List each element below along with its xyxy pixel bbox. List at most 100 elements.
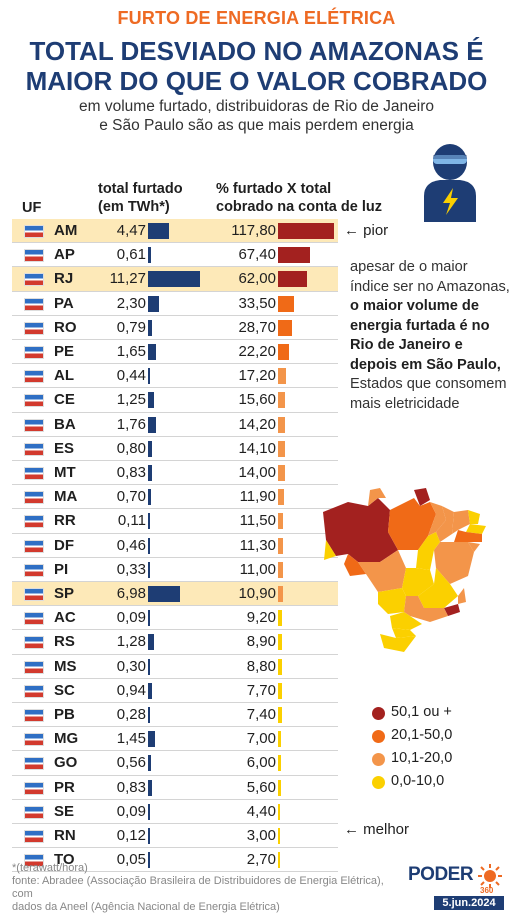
state-flag-icon bbox=[24, 733, 44, 747]
stolen-value-label: 0,33 bbox=[116, 560, 146, 578]
row-divider bbox=[12, 605, 338, 607]
stolen-bar bbox=[148, 634, 154, 651]
stolen-value-label: 0,70 bbox=[116, 488, 146, 506]
row-divider bbox=[12, 629, 338, 631]
table-row: RN 0,12 3,00 bbox=[12, 824, 338, 849]
state-code: MT bbox=[54, 464, 76, 481]
percent-bar bbox=[278, 247, 311, 264]
map-region-ac bbox=[324, 540, 336, 560]
table-row: MS 0,30 8,80 bbox=[12, 655, 338, 679]
row-divider bbox=[12, 435, 338, 437]
map-region-al bbox=[468, 542, 480, 552]
table-row: SE 0,09 4,40 bbox=[12, 800, 338, 824]
row-divider bbox=[12, 242, 338, 244]
percent-value-label: 14,20 bbox=[238, 415, 276, 433]
table-row: PE 1,65 22,20 bbox=[12, 340, 338, 365]
state-code: CE bbox=[54, 391, 75, 409]
state-flag-icon bbox=[24, 370, 44, 384]
headline-line-2: MAIOR DO QUE O VALOR COBRADO bbox=[25, 66, 488, 96]
poder360-logo: PODER 360 bbox=[408, 862, 508, 895]
row-divider bbox=[12, 847, 338, 849]
percent-bar bbox=[278, 561, 284, 578]
map-region-ap bbox=[414, 488, 430, 506]
state-code: SC bbox=[54, 681, 75, 699]
row-divider bbox=[12, 677, 338, 679]
table-row: AC 0,09 9,20 bbox=[12, 606, 338, 631]
percent-value-label: 5,60 bbox=[246, 778, 276, 796]
row-divider bbox=[12, 774, 338, 776]
table-row: PB 0,28 7,40 bbox=[12, 703, 338, 728]
paragraph-text-2: Estados que consomem mais eletricidade bbox=[350, 376, 507, 412]
state-flag-icon bbox=[24, 346, 44, 359]
row-divider bbox=[12, 556, 338, 558]
table-row: TO 0,05 2,70 bbox=[12, 848, 338, 873]
table-row: GO 0,56 6,00 bbox=[12, 751, 338, 776]
row-divider bbox=[12, 459, 338, 461]
stolen-bar bbox=[148, 513, 150, 530]
state-code: AM bbox=[54, 222, 78, 239]
state-flag-icon bbox=[24, 757, 44, 771]
stolen-bar bbox=[148, 610, 150, 627]
row-divider bbox=[12, 290, 338, 292]
column-header-percent-line-1: % furtado X total bbox=[216, 181, 332, 197]
percent-bar bbox=[278, 271, 308, 288]
legend-swatch bbox=[372, 707, 385, 720]
stolen-value-label: 1,45 bbox=[116, 730, 146, 748]
state-flag-icon bbox=[24, 830, 44, 843]
table-row: RJ 11,27 62,00 bbox=[12, 267, 338, 292]
state-code: RN bbox=[54, 827, 76, 844]
percent-bar bbox=[278, 223, 334, 239]
legend-swatch bbox=[372, 776, 385, 789]
state-flag-icon bbox=[24, 515, 44, 529]
table-row: MA 0,70 11,90 bbox=[12, 485, 338, 510]
map-region-pa bbox=[388, 498, 436, 550]
table-row: PI 0,33 11,00 bbox=[12, 558, 338, 582]
percent-bar bbox=[278, 295, 294, 312]
legend-label: 0,0-10,0 bbox=[391, 773, 445, 789]
stolen-bar bbox=[148, 319, 152, 336]
stolen-value-label: 0,09 bbox=[116, 609, 146, 627]
percent-value-label: 17,20 bbox=[238, 367, 276, 385]
row-divider bbox=[12, 532, 338, 534]
legend-label: 50,1 ou + bbox=[391, 704, 452, 720]
table-row: CE 1,25 15,60 bbox=[12, 388, 338, 413]
table-row: RO 0,79 28,70 bbox=[12, 316, 338, 340]
state-flag-icon bbox=[24, 297, 44, 311]
sun-icon bbox=[478, 864, 502, 888]
stolen-bar bbox=[148, 537, 151, 554]
paragraph-bold: o maior volume de energia furtada é no R… bbox=[350, 298, 501, 373]
percent-value-label: 33,50 bbox=[238, 294, 276, 312]
state-code: ES bbox=[54, 439, 75, 457]
row-divider bbox=[12, 580, 338, 582]
stolen-bar bbox=[148, 223, 169, 239]
state-code: BA bbox=[54, 415, 76, 433]
percent-bar bbox=[278, 803, 281, 820]
row-divider bbox=[12, 484, 338, 486]
stolen-value-label: 0,05 bbox=[116, 851, 146, 869]
percent-bar bbox=[278, 852, 280, 869]
stolen-value-label: 0,12 bbox=[116, 827, 146, 844]
stolen-bar bbox=[148, 247, 151, 264]
stolen-value-label: 2,30 bbox=[116, 294, 146, 312]
table-row: PA 2,30 33,50 bbox=[12, 292, 338, 316]
percent-bar bbox=[278, 610, 283, 627]
table-row: AP 0,61 67,40 bbox=[12, 243, 338, 268]
footnote-source-2: dados da Aneel (Agência Nacional de Ener… bbox=[12, 901, 280, 913]
table-row: AM 4,47 117,80 bbox=[12, 219, 338, 244]
row-divider bbox=[12, 726, 338, 728]
percent-bar bbox=[278, 416, 285, 433]
state-code: AP bbox=[54, 246, 75, 264]
map-region-sc bbox=[392, 628, 416, 638]
map-region-rj bbox=[444, 604, 460, 616]
map-region-am bbox=[323, 498, 398, 562]
table-row: MT 0,83 14,00 bbox=[12, 461, 338, 486]
stolen-value-label: 6,98 bbox=[116, 585, 146, 602]
state-flag-icon bbox=[24, 854, 44, 868]
percent-bar bbox=[278, 465, 285, 481]
paragraph-text-1: apesar de o maior índice ser no Amazonas… bbox=[350, 259, 510, 295]
state-code: RR bbox=[54, 512, 76, 530]
subtitle-line-2: e São Paulo são as que mais perdem energ… bbox=[99, 117, 414, 134]
stolen-value-label: 0,09 bbox=[116, 802, 146, 820]
map-region-pr bbox=[390, 612, 422, 630]
map-region-pb bbox=[466, 524, 486, 534]
